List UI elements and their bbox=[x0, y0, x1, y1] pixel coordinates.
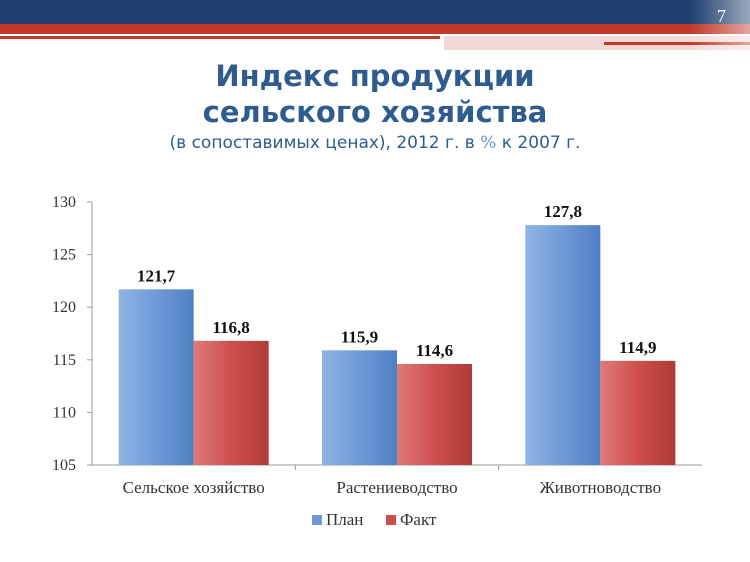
header-line-left bbox=[0, 36, 440, 39]
header-band-fade bbox=[690, 0, 750, 50]
legend-swatch-plan bbox=[312, 515, 322, 525]
legend-swatch-fact bbox=[386, 515, 396, 525]
y-tick-label: 115 bbox=[53, 352, 76, 369]
page-title-line1: Индекс продукции bbox=[215, 59, 535, 93]
legend-label: План bbox=[326, 510, 363, 529]
bar-fact bbox=[397, 364, 472, 465]
chart-layer: 105 110 115 120 125 130 121,7 116,8 Сельское хоз… bbox=[52, 194, 702, 529]
header-line-right bbox=[604, 42, 750, 45]
data-label: 116,8 bbox=[213, 318, 250, 337]
category-label: Сельское хозяйство bbox=[123, 478, 265, 497]
data-label: 114,6 bbox=[416, 341, 453, 360]
bar-fact bbox=[193, 340, 269, 465]
header-band: 7 bbox=[0, 0, 750, 50]
y-tick-label: 105 bbox=[52, 457, 76, 474]
header-band-light bbox=[444, 36, 750, 50]
page-title-line2: сельского хозяйства bbox=[202, 95, 548, 129]
y-tick-label: 110 bbox=[53, 404, 76, 421]
data-label: 115,9 bbox=[341, 327, 378, 346]
data-label: 127,8 bbox=[544, 202, 582, 221]
data-label: 121,7 bbox=[137, 266, 176, 285]
y-tick-label: 125 bbox=[52, 247, 76, 264]
y-tick-label: 130 bbox=[52, 194, 76, 211]
data-label: 114,9 bbox=[619, 338, 656, 357]
category-label: Животноводство bbox=[540, 478, 662, 497]
title-block: Индекс продукции сельского хозяйства (в … bbox=[0, 58, 750, 156]
page-number: 7 bbox=[717, 6, 726, 26]
y-tick-label: 120 bbox=[52, 299, 76, 316]
page-subtitle: (в сопоставимых ценах), 2012 г. в % к 20… bbox=[0, 130, 750, 156]
header-band-red bbox=[0, 24, 750, 34]
legend-label: Факт bbox=[400, 510, 437, 529]
bar-plan bbox=[322, 350, 397, 465]
header-band-blue bbox=[0, 0, 750, 24]
subtitle-percent: % bbox=[480, 133, 497, 153]
subtitle-pre: (в сопоставимых ценах), 2012 г. в bbox=[169, 133, 481, 153]
bar-chart: 105 110 115 120 125 130 121,7 116,8 Сельское хоз… bbox=[52, 194, 702, 529]
category-label: Растениеводство bbox=[336, 478, 457, 497]
bar-plan bbox=[118, 289, 194, 465]
subtitle-post: к 2007 г. bbox=[496, 133, 581, 153]
bar-fact bbox=[600, 360, 676, 465]
bar-plan bbox=[525, 225, 601, 465]
